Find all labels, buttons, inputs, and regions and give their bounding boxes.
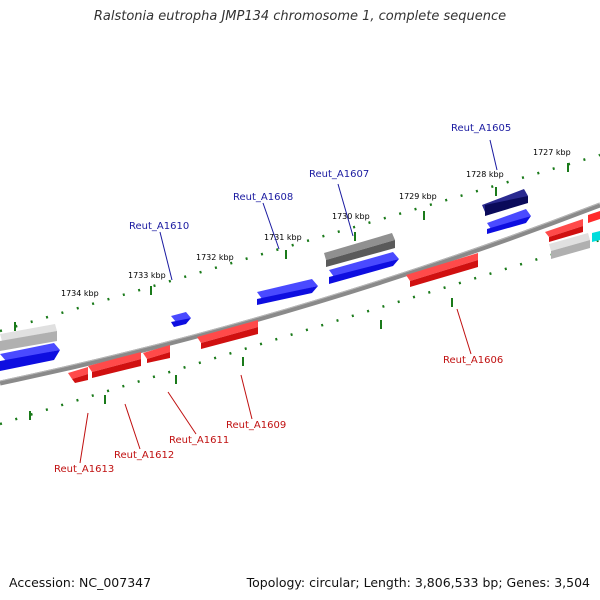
- gene-labels-top: Reut_A1605 Reut_A1607 Reut_A1608 Reut_A1…: [129, 123, 511, 232]
- label-leaders: [79, 139, 498, 464]
- scale-label: 1732 kbp: [196, 253, 234, 262]
- gene-arrow[interactable]: [406, 253, 478, 287]
- gene-arrow[interactable]: [545, 219, 583, 242]
- genome-summary-text: Topology: circular; Length: 3,806,533 bp…: [246, 575, 590, 590]
- gene-label[interactable]: Reut_A1610: [129, 221, 189, 232]
- gene-label[interactable]: Reut_A1608: [233, 192, 293, 203]
- outer-tick-ring: [0, 153, 600, 333]
- gene-arrow[interactable]: [588, 211, 600, 223]
- inner-tick-ring: [0, 238, 600, 426]
- gene-arrow[interactable]: [197, 320, 258, 349]
- gene-label[interactable]: Reut_A1609: [226, 420, 286, 431]
- gene-label[interactable]: Reut_A1606: [443, 355, 503, 366]
- scale-label: 1734 kbp: [61, 289, 99, 298]
- gene-label[interactable]: Reut_A1611: [169, 435, 229, 446]
- gene-arrow[interactable]: [143, 345, 170, 363]
- map-title: Ralstonia eutropha JMP134 chromosome 1, …: [93, 9, 507, 24]
- gene-arrow[interactable]: [592, 231, 600, 242]
- gene-arrow[interactable]: [324, 233, 395, 267]
- gene-arrow[interactable]: [549, 233, 590, 259]
- gene-arrow[interactable]: [487, 209, 531, 234]
- scale-label: 1730 kbp: [332, 212, 370, 221]
- gene-label[interactable]: Reut_A1612: [114, 450, 174, 461]
- scale-labels: 1727 kbp 1728 kbp 1729 kbp 1730 kbp 1731…: [61, 148, 571, 298]
- gene-label[interactable]: Reut_A1607: [309, 169, 369, 180]
- gene-arrow[interactable]: [171, 312, 191, 327]
- scale-label: 1729 kbp: [399, 192, 437, 201]
- reverse-genes: [68, 211, 600, 383]
- gene-arrow[interactable]: [0, 343, 60, 371]
- scale-label: 1727 kbp: [533, 148, 571, 157]
- scale-label: 1731 kbp: [264, 233, 302, 242]
- gene-arrow[interactable]: [257, 279, 318, 305]
- forward-genes: [0, 189, 531, 371]
- gene-labels-bottom: Reut_A1606 Reut_A1609 Reut_A1611 Reut_A1…: [54, 355, 503, 475]
- gene-arrow[interactable]: [329, 252, 399, 284]
- gene-arrow[interactable]: [68, 367, 88, 383]
- gene-arrow[interactable]: [482, 189, 528, 216]
- chromosome-backbone: [0, 202, 600, 386]
- gene-arrow[interactable]: [0, 324, 57, 351]
- scale-label: 1728 kbp: [466, 170, 504, 179]
- gene-arrow[interactable]: [88, 352, 141, 378]
- gene-label[interactable]: Reut_A1613: [54, 464, 114, 475]
- scale-label: 1733 kbp: [128, 271, 166, 280]
- accession-text: Accession: NC_007347: [9, 575, 152, 590]
- gene-label[interactable]: Reut_A1605: [451, 123, 511, 134]
